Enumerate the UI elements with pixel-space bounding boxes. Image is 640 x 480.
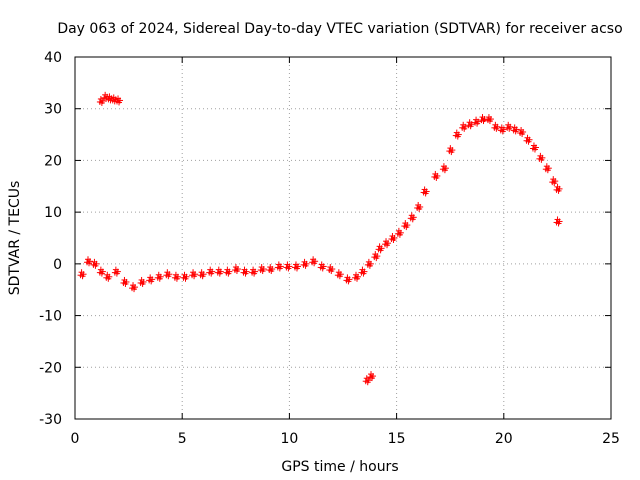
y-tick-label: -20 [39,360,62,376]
data-point [257,264,267,275]
data-point [90,258,100,269]
data-point [352,271,362,282]
data-point [517,126,527,137]
data-point [309,256,319,267]
data-point [154,271,164,282]
data-points [77,91,563,386]
data-point [334,269,344,280]
data-point [84,256,94,267]
data-point [197,269,207,280]
data-point [249,266,259,277]
data-point [364,258,374,269]
plot-frame [74,56,612,420]
data-point [504,121,514,132]
data-point [326,264,336,275]
data-point [214,266,224,277]
data-point [414,201,424,212]
data-point [283,261,293,272]
data-point [146,274,156,285]
data-point [549,176,559,187]
data-point [291,261,301,272]
data-point [394,227,404,238]
data-point [542,163,552,174]
data-point [266,264,276,275]
data-point [189,269,199,280]
data-point [240,266,250,277]
data-point [180,271,190,282]
data-point [388,233,398,243]
x-tick-label: 5 [178,431,187,447]
data-point [407,212,417,223]
data-point [103,271,113,282]
data-point [163,269,173,280]
data-point [491,121,501,132]
data-point [367,371,377,382]
axis-ticks [74,56,612,420]
data-point [452,129,462,140]
chart-title: Day 063 of 2024, Sidereal Day-to-day VTE… [57,21,622,37]
x-tick-labels: 0 5 10 15 20 25 [71,431,620,447]
data-point [382,238,392,249]
data-point [371,251,381,262]
data-point [317,261,327,272]
x-axis-label: GPS time / hours [281,459,398,475]
grid-lines [75,57,611,419]
data-point [114,95,124,106]
data-point [362,375,372,386]
data-point [446,145,456,156]
data-point [375,243,385,254]
data-point [120,276,130,287]
y-tick-labels: -30 -20 -10 0 10 20 30 40 [39,50,62,428]
data-point [77,269,87,280]
data-point [536,152,546,163]
data-point [137,276,147,287]
x-tick-label: 0 [71,431,80,447]
data-point [420,186,430,197]
y-tick-label: 0 [53,257,62,273]
y-tick-label: 10 [44,205,62,221]
data-point [553,216,563,227]
y-tick-label: -30 [39,412,62,428]
data-point [431,170,441,181]
y-tick-label: 40 [44,50,62,66]
y-tick-label: -10 [39,309,62,325]
data-point [472,116,482,127]
data-point [206,266,216,277]
data-point [459,121,469,132]
data-point [523,134,533,145]
y-tick-label: 30 [44,102,62,118]
data-point [358,266,368,277]
data-point [465,119,475,130]
data-point [484,114,494,125]
data-point [401,220,411,231]
data-point [300,258,310,269]
data-point [497,124,507,135]
data-point [553,183,563,194]
data-point [96,95,106,106]
data-point [343,274,353,285]
data-point [129,282,139,293]
data-point [111,266,121,277]
data-point [96,266,106,277]
x-tick-label: 10 [280,431,298,447]
data-point [510,124,520,135]
data-point [274,261,284,272]
x-tick-label: 20 [495,431,513,447]
x-tick-label: 15 [388,431,406,447]
data-point [439,163,449,174]
data-point [223,266,233,277]
data-point [478,114,488,125]
y-tick-label: 20 [44,153,62,169]
x-tick-label: 25 [602,431,620,447]
data-point [529,142,539,153]
data-point [171,271,181,282]
data-point [231,264,241,275]
y-axis-label: SDTVAR / TECUs [7,181,23,296]
